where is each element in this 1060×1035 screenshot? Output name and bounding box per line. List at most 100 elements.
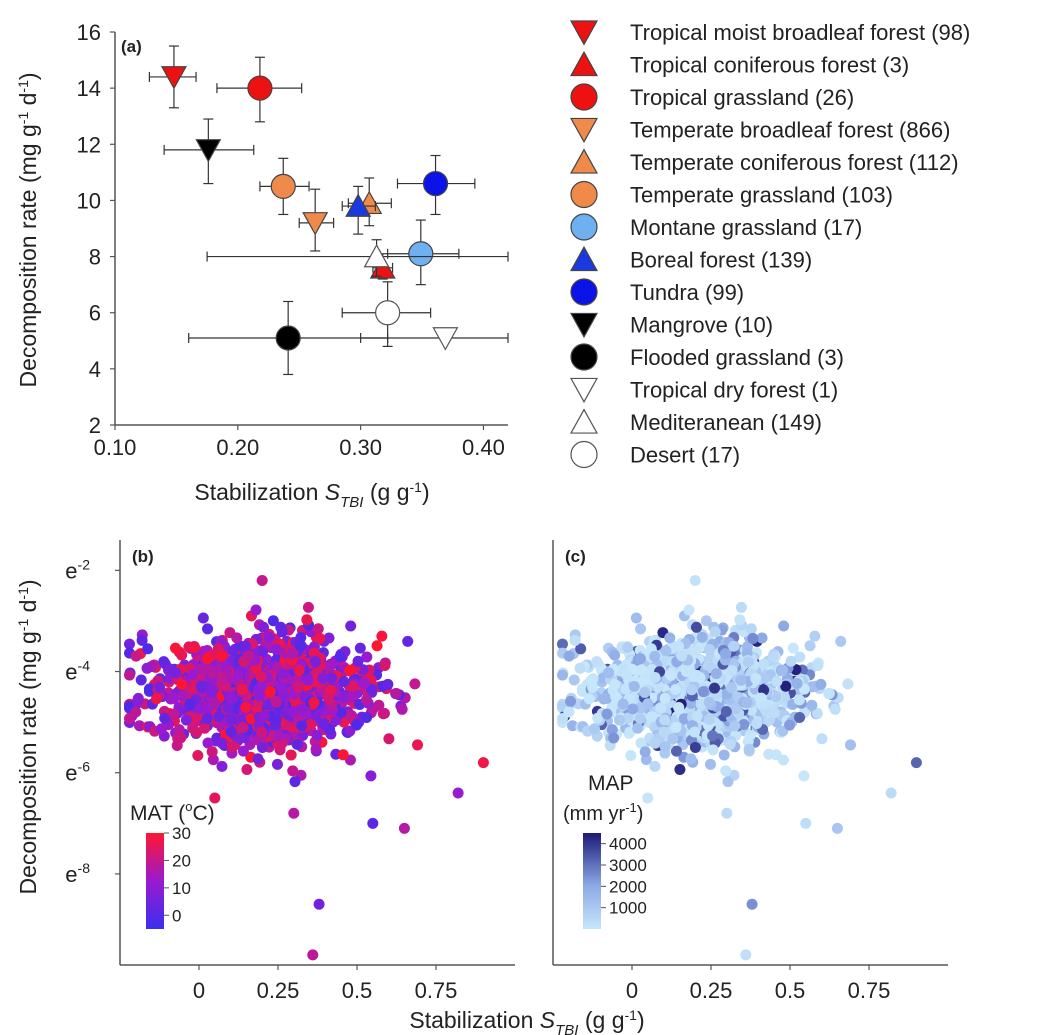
- legend-item: Tropical coniferous forest (3): [569, 50, 909, 78]
- scatter-point: [257, 645, 269, 657]
- scatter-point: [798, 770, 810, 782]
- scatter-point: [634, 712, 646, 724]
- scatter-point: [301, 614, 313, 626]
- scatter-point: [758, 658, 770, 670]
- scatter-point: [587, 681, 599, 693]
- scatter-point: [673, 640, 685, 652]
- legend-label: Tropical dry forest (1): [630, 378, 838, 403]
- scatter-point: [135, 674, 147, 686]
- scatter-point: [751, 717, 763, 729]
- scatter-point: [729, 720, 741, 732]
- y-tick-exponent: -2: [78, 556, 91, 572]
- legend-marker: [569, 50, 599, 77]
- colorbar-tick-label: 0: [172, 906, 181, 925]
- panel-c: (c) 0 0.25 0.5 0.75 MAP (mm yr-1) 4000 3000 2…: [409, 540, 948, 1035]
- scatter-point: [136, 634, 148, 646]
- scatter-point: [237, 721, 249, 733]
- scatter-point: [307, 949, 319, 961]
- x-tick-label: 0.20: [216, 435, 259, 460]
- scatter-point: [591, 656, 603, 668]
- scatter-point: [709, 682, 721, 694]
- panel-a-marks: [148, 45, 509, 376]
- scatter-point: [150, 693, 162, 705]
- scatter-point: [197, 612, 209, 624]
- scatter-point: [310, 743, 322, 755]
- data-marker: [160, 66, 187, 90]
- scatter-point: [574, 662, 586, 674]
- scatter-point: [620, 683, 632, 695]
- y-tick-exponent: -6: [78, 759, 91, 775]
- legend-item: Desert (17): [570, 440, 740, 469]
- scatter-point: [829, 703, 841, 715]
- scatter-point: [780, 680, 792, 692]
- scatter-point: [659, 741, 671, 753]
- data-point: [298, 188, 335, 252]
- scatter-point: [264, 686, 276, 698]
- data-marker: [422, 170, 449, 197]
- scatter-point: [143, 683, 155, 695]
- y-tick-label: 14: [77, 76, 101, 101]
- scatter-point: [302, 674, 314, 686]
- map-colorbar-ticks: 4000 3000 2000 1000: [601, 835, 647, 918]
- scatter-point: [809, 630, 821, 642]
- scatter-point: [669, 684, 681, 696]
- scatter-point: [609, 649, 621, 661]
- data-marker: [247, 75, 273, 101]
- scatter-point: [759, 672, 771, 684]
- scatter-point: [676, 650, 688, 662]
- legend-marker: [570, 180, 598, 209]
- scatter-point: [806, 699, 818, 711]
- x-tick-label: 0.5: [775, 978, 806, 1003]
- scatter-point: [608, 732, 620, 744]
- legend-marker: [570, 440, 598, 469]
- data-point: [341, 281, 432, 347]
- scatter-point: [910, 757, 922, 769]
- scatter-point: [360, 694, 372, 706]
- scatter-point: [206, 746, 218, 758]
- y-tick-label: e-8: [65, 860, 90, 887]
- legend-item: Montane grassland (17): [570, 213, 862, 241]
- legend-label: Tropical grassland (26): [630, 85, 854, 110]
- scatter-point: [635, 623, 647, 635]
- scatter-point: [335, 707, 347, 719]
- scatter-point: [636, 664, 648, 676]
- scatter-point: [226, 692, 238, 704]
- scatter-point: [216, 650, 228, 662]
- scatter-point: [598, 693, 610, 705]
- y-tick-label: e-6: [65, 759, 90, 786]
- scatter-point: [347, 680, 359, 692]
- y-tick-label: e-2: [65, 556, 90, 583]
- legend-item: Temperate grassland (103): [570, 180, 893, 209]
- scatter-point: [719, 648, 731, 660]
- x-tick-label: 0: [626, 978, 638, 1003]
- data-marker: [363, 243, 390, 268]
- scatter-point: [312, 623, 324, 635]
- scatter-point: [245, 713, 257, 725]
- scatter-point: [325, 658, 337, 670]
- scatter-point: [180, 714, 192, 726]
- colorbar-tick-label: 3000: [609, 856, 647, 875]
- scatter-point: [793, 694, 805, 706]
- scatter-point: [202, 623, 214, 635]
- scatter-point: [606, 724, 618, 736]
- scatter-point: [274, 744, 286, 756]
- scatter-point: [285, 749, 297, 761]
- mat-colorbar-gradient: [146, 833, 164, 929]
- scatter-point: [199, 722, 211, 734]
- scatter-point: [667, 733, 679, 745]
- scatter-point: [649, 737, 661, 749]
- x-tick-label: 0.10: [94, 435, 137, 460]
- scatter-point: [683, 604, 695, 616]
- scatter-point: [685, 753, 697, 765]
- scatter-point: [361, 712, 373, 724]
- scatter-point: [184, 698, 196, 710]
- legend-marker: [569, 148, 599, 174]
- scatter-point: [670, 745, 682, 757]
- y-tick-label: 2: [89, 413, 101, 438]
- scatter-point: [642, 698, 654, 710]
- scatter-point: [845, 739, 857, 751]
- scatter-point: [689, 741, 701, 753]
- y-tick-base: e: [65, 862, 77, 887]
- scatter-point: [707, 730, 719, 742]
- scatter-point: [831, 822, 843, 834]
